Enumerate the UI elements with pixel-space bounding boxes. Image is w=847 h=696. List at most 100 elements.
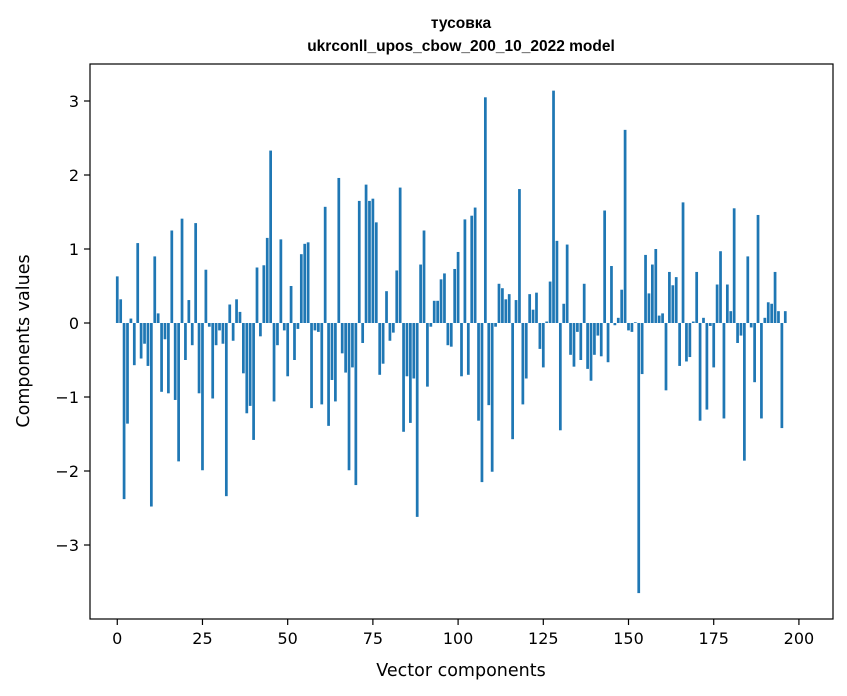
bar [255, 267, 259, 323]
bar [224, 323, 228, 497]
bar [242, 323, 245, 374]
bar [398, 187, 402, 323]
bar [494, 323, 497, 327]
bar [402, 323, 405, 432]
bar [569, 323, 572, 355]
bar [766, 302, 770, 323]
bar [708, 323, 712, 326]
bar [327, 323, 330, 426]
x-tick-label: 0 [112, 629, 122, 648]
bar [432, 300, 436, 323]
bar [173, 323, 177, 400]
bar [122, 323, 126, 500]
bar [378, 323, 382, 375]
bar [170, 230, 174, 323]
bar [616, 317, 620, 323]
bar [156, 313, 160, 323]
bar [211, 323, 215, 399]
bar [446, 323, 450, 346]
bar [654, 249, 658, 323]
bar [541, 323, 545, 368]
bar [388, 323, 392, 341]
chart-subtitle: ukrconll_upos_cbow_200_10_2022 model [307, 38, 615, 55]
bar [613, 323, 617, 326]
bar [702, 317, 705, 323]
bar-series [115, 90, 787, 594]
bar [231, 323, 235, 341]
bar [320, 323, 324, 405]
bar [330, 323, 334, 380]
bar [552, 90, 555, 323]
bar [678, 323, 681, 366]
bar [743, 323, 746, 461]
bar [644, 254, 647, 323]
bar [245, 323, 249, 414]
bar [306, 242, 310, 323]
bar [647, 293, 651, 323]
bar [146, 323, 150, 366]
bar [753, 323, 756, 383]
bar [504, 299, 508, 323]
bar [596, 323, 600, 336]
bar [422, 230, 426, 323]
bar [558, 323, 562, 431]
bar [279, 239, 283, 323]
bar [453, 268, 457, 323]
bar [630, 323, 634, 332]
bar [705, 323, 709, 410]
bar [674, 277, 678, 323]
y-tick-label: −2 [55, 462, 79, 481]
x-tick-label: 125 [528, 629, 559, 648]
bar [115, 276, 119, 323]
bar [548, 281, 552, 323]
bar [351, 323, 354, 368]
bar [439, 279, 443, 323]
bar [221, 323, 225, 344]
bar [671, 285, 675, 323]
bar [405, 323, 409, 377]
bar [385, 291, 388, 323]
x-axis-label: Vector components [376, 661, 545, 681]
plot-frame [89, 63, 834, 620]
bar [132, 323, 136, 366]
bar [633, 322, 637, 323]
bar [480, 323, 484, 483]
bar [637, 323, 641, 594]
x-tick-label: 75 [363, 629, 383, 648]
x-axis-ticks: 0 25 50 75 100 125 150 175 200 [112, 619, 814, 648]
bar [712, 323, 716, 368]
bar [576, 323, 579, 332]
bar [129, 318, 133, 323]
bar [347, 323, 351, 471]
bar [228, 304, 232, 323]
bar [313, 323, 317, 331]
bar [419, 264, 422, 323]
bar [715, 284, 719, 323]
bar [286, 323, 290, 377]
bar [248, 323, 252, 406]
bar [204, 269, 208, 323]
bar [780, 323, 784, 429]
bar [668, 271, 671, 323]
bar [627, 323, 630, 331]
bar [160, 323, 163, 392]
bar [599, 323, 603, 357]
bar [272, 323, 276, 402]
y-axis-ticks: −3 −2 −1 0 1 2 3 [55, 92, 90, 555]
bar [732, 208, 736, 323]
bar [777, 311, 780, 323]
bar [282, 323, 286, 331]
bar [167, 323, 170, 394]
bar [207, 323, 211, 327]
bar [334, 323, 337, 402]
y-tick-label: 3 [69, 92, 79, 111]
bar [395, 270, 399, 323]
bar [409, 323, 412, 423]
bar [603, 210, 607, 323]
bar [620, 289, 624, 323]
bar [276, 323, 279, 346]
bar [477, 323, 480, 421]
bar [293, 323, 296, 360]
bar [443, 273, 446, 323]
bar [361, 323, 365, 343]
